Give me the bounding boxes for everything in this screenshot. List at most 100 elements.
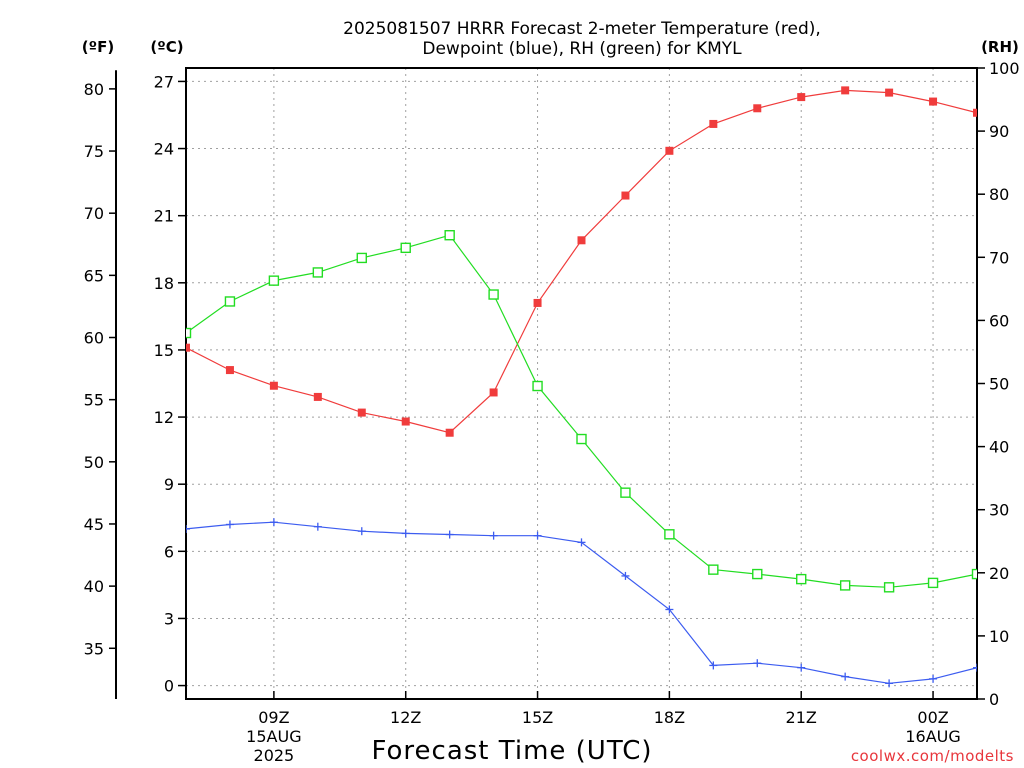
x-tick-label: 12Z	[390, 708, 421, 727]
rh-point	[444, 230, 455, 241]
fahrenheit-tick-label: 65	[84, 266, 104, 285]
x-tick-label: 15AUG	[246, 727, 301, 746]
celsius-tick-label: 6	[164, 542, 174, 561]
rh-unit-label: (RH)	[981, 38, 1019, 56]
temperature-point	[313, 392, 322, 401]
fahrenheit-tick-label: 40	[84, 577, 104, 596]
temperature-point	[489, 388, 498, 397]
rh-tick-label: 40	[989, 438, 1009, 457]
axes	[109, 67, 985, 700]
celsius-tick-label: 3	[164, 609, 174, 628]
celsius-tick-label: 21	[154, 207, 174, 226]
rh-point	[224, 296, 236, 307]
temperature-point	[709, 119, 718, 128]
dewpoint-point	[577, 538, 586, 547]
rh-point	[620, 487, 631, 498]
temperature-point	[186, 343, 190, 352]
rh-point	[883, 582, 895, 593]
series-temperature	[186, 86, 977, 437]
credit-text: coolwx.com/modelts	[851, 747, 1014, 765]
rh-tick-label: 0	[989, 690, 999, 709]
x-axis-label: Forecast Time (UTC)	[371, 736, 652, 766]
rh-point	[927, 577, 939, 589]
dewpoint-point	[489, 531, 498, 540]
rh-point	[796, 573, 807, 585]
dewpoint-point	[797, 663, 806, 672]
temperature-point	[885, 88, 894, 97]
temperature-line	[186, 89, 977, 434]
rh-tick-label: 90	[989, 122, 1009, 141]
celsius-unit-label: (ºC)	[150, 38, 183, 56]
x-tick-label: 18Z	[654, 708, 685, 727]
celsius-tick-label: 18	[154, 274, 174, 293]
dewpoint-point	[665, 605, 674, 614]
fahrenheit-tick-label: 55	[84, 391, 104, 410]
rh-line	[186, 234, 977, 588]
fahrenheit-tick-label: 45	[84, 515, 104, 534]
celsius-tick-label: 15	[154, 341, 174, 360]
temperature-point	[929, 97, 938, 106]
temperature-point	[621, 191, 630, 200]
dewpoint-point	[186, 524, 190, 533]
dewpoint-point	[269, 518, 278, 527]
rh-point	[576, 433, 587, 445]
fahrenheit-tick-label: 75	[84, 142, 104, 161]
temperature-point	[753, 104, 762, 113]
rh-point	[752, 568, 763, 580]
dewpoint-point	[357, 527, 366, 536]
x-tick-label: 21Z	[786, 708, 817, 727]
title-line-2: Dewpoint (blue), RH (green) for KMYL	[422, 39, 742, 59]
rh-point	[488, 289, 499, 300]
dewpoint-point	[709, 661, 718, 670]
rh-tick-label: 10	[989, 627, 1009, 646]
temperature-point	[445, 428, 454, 437]
fahrenheit-tick-label: 50	[84, 453, 104, 472]
rh-tick-label: 70	[989, 248, 1009, 267]
dewpoint-point	[533, 531, 542, 540]
dewpoint-point	[225, 520, 234, 529]
dewpoint-point	[445, 530, 454, 539]
title-line-1: 2025081507 HRRR Forecast 2-meter Tempera…	[343, 19, 821, 39]
dewpoint-point	[313, 522, 322, 531]
fahrenheit-unit-label: (ºF)	[82, 38, 114, 56]
series-rh	[186, 230, 977, 593]
celsius-tick-label: 24	[154, 140, 174, 159]
fahrenheit-tick-label: 35	[84, 639, 104, 658]
celsius-tick-label: 9	[164, 475, 174, 494]
celsius-tick-label: 27	[154, 72, 174, 91]
dewpoint-point	[929, 674, 938, 683]
rh-point	[186, 327, 192, 339]
rh-point	[839, 580, 851, 591]
rh-tick-label: 60	[989, 311, 1009, 330]
rh-point	[971, 568, 977, 580]
rh-point	[268, 275, 280, 286]
rh-point	[664, 529, 675, 540]
rh-point	[312, 267, 324, 278]
temperature-point	[797, 93, 806, 102]
celsius-tick-label: 12	[154, 408, 174, 427]
data-series	[186, 86, 977, 688]
rh-tick-label: 80	[989, 185, 1009, 204]
grid-lines	[186, 68, 977, 699]
x-tick-label: 16AUG	[905, 727, 960, 746]
temperature-point	[401, 417, 410, 426]
fahrenheit-tick-label: 70	[84, 204, 104, 223]
dewpoint-point	[973, 663, 977, 672]
dewpoint-point	[841, 672, 850, 681]
fahrenheit-tick-label: 80	[84, 80, 104, 99]
rh-tick-label: 30	[989, 501, 1009, 520]
temperature-point	[841, 86, 850, 95]
temperature-point	[665, 146, 674, 155]
rh-point	[356, 252, 367, 264]
tick-labels: 35 40 45 50 55 60 65 70 75 80 0 3 6 9 12 15 18 21 24 27 0 10 2…	[84, 59, 1020, 765]
temperature-point	[533, 298, 542, 307]
rh-point	[400, 242, 411, 254]
rh-tick-label: 100	[989, 59, 1020, 78]
temperature-point	[973, 108, 977, 117]
rh-point	[532, 380, 543, 392]
celsius-tick-label: 0	[164, 677, 174, 696]
temperature-point	[269, 381, 278, 390]
dewpoint-point	[885, 679, 894, 688]
temperature-point	[577, 236, 586, 245]
